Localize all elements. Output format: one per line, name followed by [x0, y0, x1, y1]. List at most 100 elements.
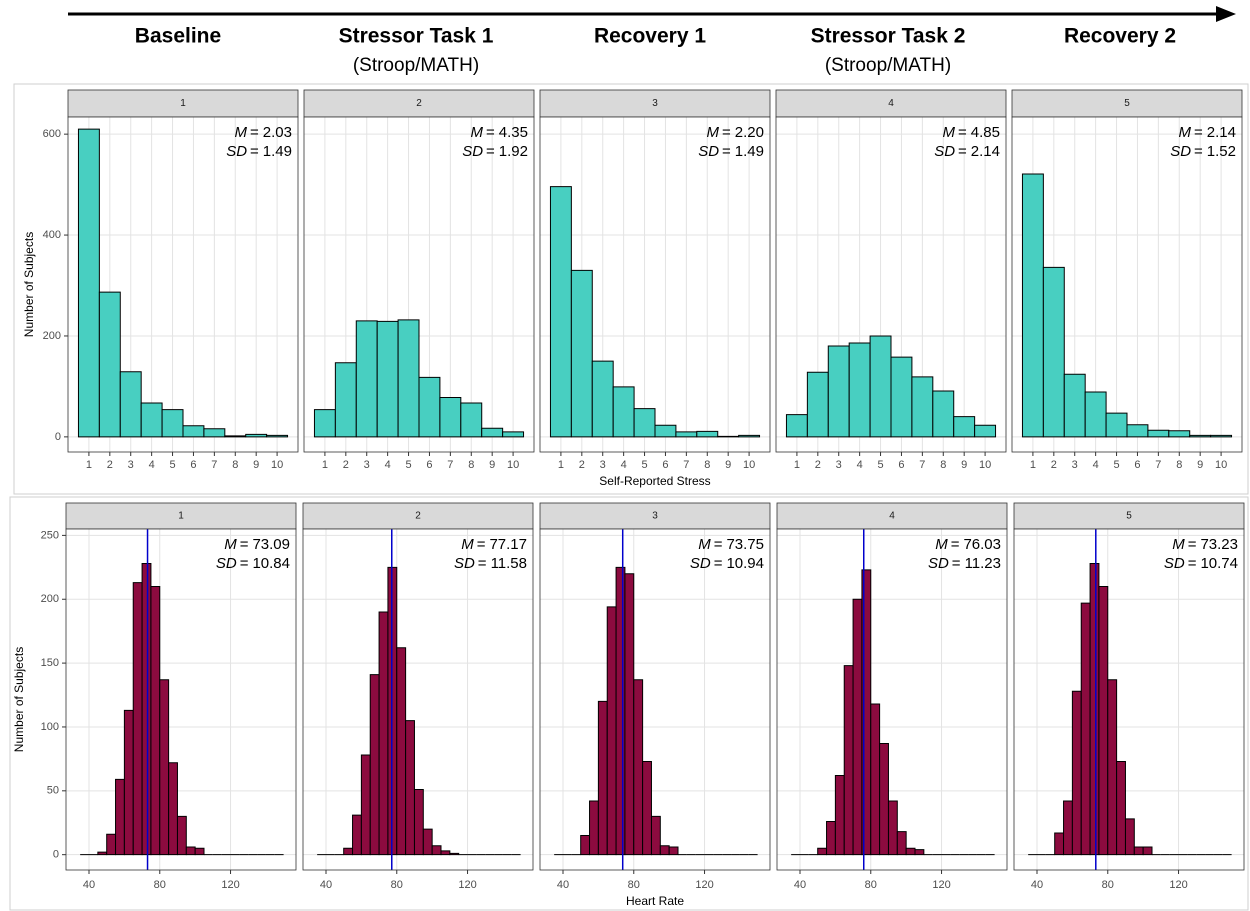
histogram-bar [422, 828, 433, 856]
histogram-bar [580, 835, 591, 856]
histogram-bar [1089, 562, 1100, 856]
stat-symbol: M [461, 536, 474, 553]
x-tick-label: 8 [704, 459, 710, 471]
strip-label: 5 [1126, 511, 1132, 522]
histogram-bar [896, 831, 907, 856]
stat-annotation: M = 4.85 [943, 124, 1000, 141]
stat-value: 1.92 [499, 143, 528, 160]
histogram-bar [106, 833, 117, 856]
x-tick-label: 7 [1155, 459, 1161, 471]
stat-value: 1.52 [1207, 143, 1236, 160]
y-tick-label: 50 [47, 785, 59, 797]
stat-symbol: M [1172, 536, 1185, 553]
bar [1189, 434, 1212, 438]
bar [1210, 434, 1233, 438]
stat-equals: = [486, 124, 495, 141]
y-tick-label: 0 [53, 849, 59, 861]
x-tick-label: 80 [1102, 879, 1114, 891]
x-tick-label: 3 [1072, 459, 1078, 471]
stat-symbol: M [698, 536, 711, 553]
histogram-bar [431, 845, 442, 856]
histogram-bar [440, 850, 451, 856]
y-tick-label: 400 [43, 229, 61, 241]
bar [1042, 266, 1065, 438]
histogram-bar [1080, 602, 1091, 856]
phase-title: Recovery 2 [1064, 25, 1176, 48]
histogram-bar [589, 800, 599, 856]
bar [932, 390, 955, 438]
x-tick-label: 9 [1197, 459, 1203, 471]
histogram-bar [624, 573, 635, 856]
stat-annotation: SD = 1.92 [462, 143, 528, 160]
stat-equals: = [250, 143, 259, 160]
bar [591, 360, 614, 438]
stat-value: 73.09 [252, 536, 290, 553]
histogram-bar [369, 674, 380, 856]
stat-value: 10.84 [252, 555, 290, 572]
histogram-bar [1133, 846, 1144, 856]
histogram-bar [378, 611, 389, 856]
x-tick-label: 6 [1134, 459, 1140, 471]
x-tick-label: 4 [149, 459, 155, 471]
stat-value: 10.74 [1200, 555, 1238, 572]
strip-label: 2 [415, 511, 421, 522]
x-tick-label: 120 [221, 879, 239, 891]
x-tick-label: 120 [1169, 879, 1187, 891]
phase-title: Baseline [135, 25, 221, 48]
stat-symbol: M [224, 536, 237, 553]
y-tick-label: 100 [41, 721, 59, 733]
stat-symbol: SD [690, 555, 711, 572]
histogram-bar [834, 774, 845, 856]
x-tick-label: 2 [107, 459, 113, 471]
x-tick-label: 10 [1215, 459, 1227, 471]
stress-figure-frame [13, 83, 1249, 495]
y-tick-label: 0 [55, 431, 61, 443]
stat-value: 11.58 [491, 555, 527, 572]
histogram-bar [1116, 760, 1126, 856]
stat-annotation: M = 4.35 [471, 124, 528, 141]
histogram-bar [852, 598, 863, 856]
histogram-bar [343, 847, 354, 856]
bar [911, 376, 934, 438]
stat-equals: = [1194, 124, 1203, 141]
stat-equals: = [1188, 536, 1197, 553]
stat-equals: = [240, 555, 249, 572]
y-tick-label: 250 [41, 529, 59, 541]
x-tick-label: 40 [794, 879, 806, 891]
histogram-bar [176, 815, 187, 856]
stat-annotation: SD = 11.23 [928, 555, 1001, 572]
strip-background [303, 89, 535, 118]
histogram-bar [1063, 800, 1073, 856]
histogram-bar [1098, 585, 1109, 856]
panel-border [539, 116, 771, 453]
bar [953, 416, 976, 438]
stat-equals: = [477, 536, 486, 553]
x-tick-label: 3 [128, 459, 134, 471]
x-tick-label: 5 [169, 459, 175, 471]
stat-value: 1.49 [735, 143, 764, 160]
x-tick-label: 10 [979, 459, 991, 471]
strip-label: 1 [180, 98, 186, 109]
stat-symbol: SD [454, 555, 475, 572]
bar [161, 409, 184, 438]
bar [738, 434, 761, 438]
histogram-bar [914, 849, 925, 856]
stat-annotation: M = 73.75 [698, 536, 764, 553]
stat-value: 2.03 [263, 124, 292, 141]
x-tick-label: 40 [320, 879, 332, 891]
strip-background [776, 502, 1008, 530]
histogram-bar [1124, 818, 1135, 856]
panel-border [1011, 116, 1243, 453]
histogram-bar [352, 814, 362, 856]
histogram-bar [887, 800, 898, 856]
strip-label: 4 [888, 98, 894, 109]
phase-subtitle: (Stroop/MATH) [353, 55, 479, 76]
stat-equals: = [478, 555, 487, 572]
panel-background [1014, 529, 1244, 870]
histogram-bar [1071, 690, 1082, 856]
stat-symbol: M [471, 124, 484, 141]
phase-title: Stressor Task 1 [339, 25, 494, 48]
y-tick-label: 150 [41, 657, 59, 669]
stat-symbol: M [235, 124, 248, 141]
strip-background [65, 502, 297, 530]
